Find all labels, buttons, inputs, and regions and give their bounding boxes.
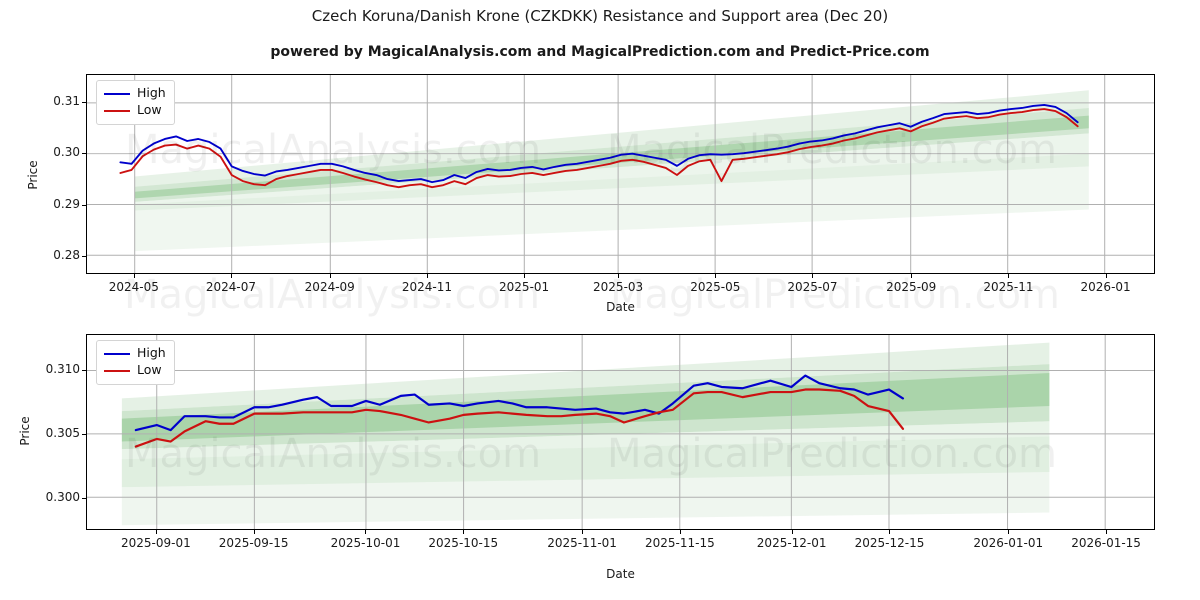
x-tick-label: 2025-11-01 — [547, 536, 617, 550]
x-tick-mark — [1008, 530, 1010, 534]
legend-label-low-bottom: Low — [137, 362, 162, 378]
x-tick-label: 2024-09 — [304, 280, 355, 294]
legend-label-low: Low — [137, 102, 162, 118]
x-tick-label: 2024-07 — [205, 280, 257, 294]
page-title: Czech Koruna/Danish Krone (CZKDKK) Resis… — [311, 7, 889, 25]
x-tick-mark — [812, 274, 814, 278]
page-subtitle: powered by MagicalAnalysis.com and Magic… — [270, 44, 930, 60]
x-tick-mark — [155, 530, 157, 534]
x-tick-mark — [791, 530, 793, 534]
x-tick-label: 2025-09-15 — [218, 536, 289, 550]
x-tick-mark — [1106, 530, 1108, 534]
x-tick-label: 2025-12-15 — [854, 536, 925, 550]
x-tick-label: 2026-01-15 — [1071, 536, 1141, 550]
x-tick-label: 2025-11 — [983, 280, 1034, 294]
legend-label-high-bottom: High — [137, 345, 166, 361]
x-tick-mark — [463, 530, 465, 534]
x-tick-mark — [365, 530, 367, 534]
x-tick-mark — [1008, 274, 1010, 278]
x-tick-label: 2025-05 — [690, 280, 741, 294]
legend-line-low-icon — [104, 369, 130, 372]
top-plot-svg — [87, 75, 1154, 273]
legend-line-low-icon — [104, 109, 130, 112]
x-tick-mark — [133, 274, 135, 278]
y-tick-label: 0.28 — [53, 248, 80, 263]
x-tick-label: 2025-09-01 — [120, 536, 191, 550]
x-tick-label: 2026-01-01 — [973, 536, 1044, 550]
x-tick-label: 2025-03 — [593, 280, 644, 294]
x-tick-mark — [715, 274, 717, 278]
legend-line-high-icon — [104, 352, 130, 355]
y-tick-mark — [82, 369, 86, 371]
top-plot-area[interactable]: MagicalAnalysis.com MagicalPrediction.co… — [86, 74, 1155, 274]
y-tick-label: 0.300 — [45, 489, 80, 504]
y-tick-mark — [82, 433, 86, 435]
y-tick-label: 0.29 — [53, 196, 80, 211]
y-tick-label: 0.305 — [45, 425, 80, 440]
x-tick-label: 2025-11-15 — [645, 536, 715, 550]
y-tick-mark — [82, 256, 86, 258]
bottom-plot-area[interactable]: MagicalAnalysis.com MagicalPrediction.co… — [86, 334, 1155, 530]
legend-entry-low-bottom: Low — [104, 362, 166, 379]
x-tick-label: 2025-12-01 — [756, 536, 827, 550]
x-tick-mark — [230, 274, 232, 278]
x-tick-mark — [426, 274, 428, 278]
bottom-legend: High Low — [96, 340, 175, 385]
legend-entry-high: High — [104, 85, 166, 102]
legend-entry-high-bottom: High — [104, 345, 166, 362]
x-tick-mark — [253, 530, 255, 534]
legend-entry-low: Low — [104, 102, 166, 119]
x-tick-label: 2026-01 — [1080, 280, 1131, 294]
x-tick-mark — [524, 274, 526, 278]
x-tick-mark — [582, 530, 584, 534]
y-tick-mark — [82, 204, 86, 206]
x-tick-label: 2024-11 — [401, 280, 452, 294]
y-tick-mark — [82, 102, 86, 104]
x-tick-mark — [679, 530, 681, 534]
x-tick-label: 2025-07 — [787, 280, 838, 294]
x-tick-label: 2025-10-15 — [428, 536, 499, 550]
y-tick-label: 0.31 — [53, 94, 80, 109]
x-tick-mark — [329, 274, 331, 278]
x-tick-label: 2025-10-01 — [330, 536, 401, 550]
top-legend: High Low — [96, 80, 175, 125]
bottom-plot-svg — [87, 335, 1154, 529]
y-tick-label: 0.310 — [45, 361, 80, 376]
bottom-x-axis-label: Date — [606, 567, 635, 581]
y-tick-mark — [82, 497, 86, 499]
legend-line-high-icon — [104, 92, 130, 95]
legend-label-high: High — [137, 85, 166, 101]
x-tick-mark — [911, 274, 913, 278]
x-tick-label: 2024-05 — [108, 280, 159, 294]
y-tick-label: 0.30 — [53, 145, 80, 160]
x-tick-mark — [1105, 274, 1107, 278]
x-tick-mark — [889, 530, 891, 534]
top-x-axis-label: Date — [606, 300, 635, 314]
x-tick-label: 2025-01 — [499, 280, 550, 294]
y-tick-mark — [82, 153, 86, 155]
x-tick-mark — [618, 274, 620, 278]
x-tick-label: 2025-09 — [886, 280, 937, 294]
